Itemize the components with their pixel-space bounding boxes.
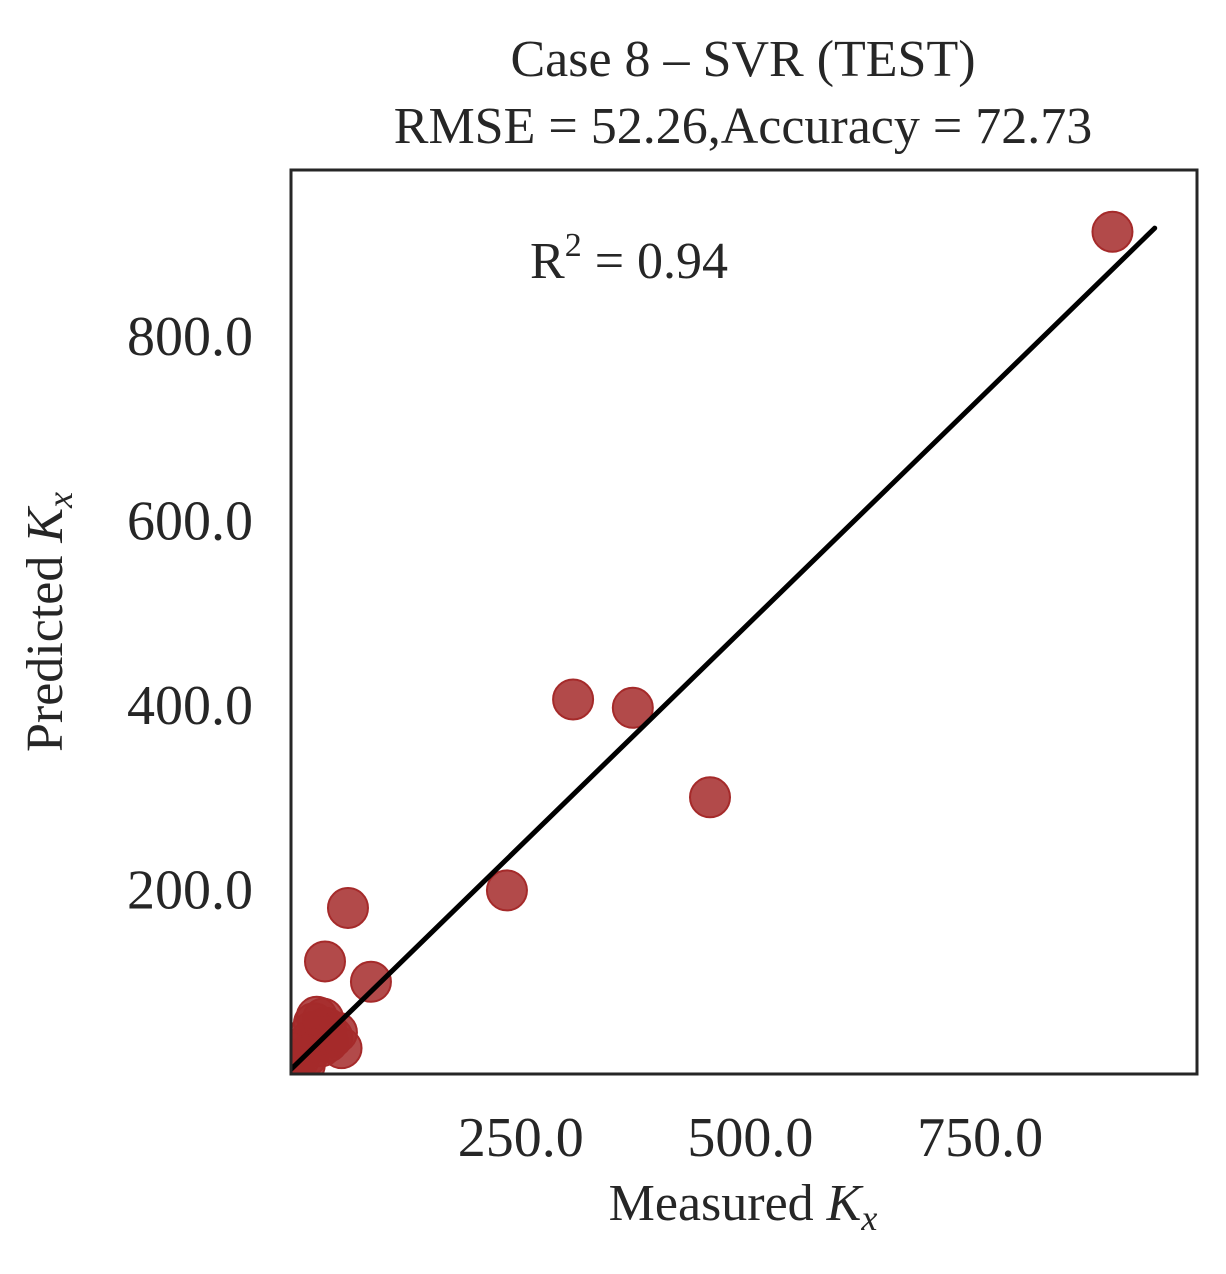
x-tick-label-2: 750.0 bbox=[917, 1107, 1043, 1169]
plot-frame bbox=[289, 168, 1199, 1076]
y-axis-label: Predicted Kx bbox=[17, 492, 80, 752]
data-point-18 bbox=[326, 886, 369, 929]
data-point-19 bbox=[349, 960, 392, 1003]
data-point-22 bbox=[611, 686, 654, 729]
data-point-21 bbox=[552, 678, 595, 721]
data-point-17 bbox=[303, 940, 346, 983]
r-squared-annotation: R2 = 0.94 bbox=[530, 227, 728, 290]
data-point-23 bbox=[689, 776, 732, 819]
fit-line bbox=[291, 225, 1158, 1072]
chart-subtitle: RMSE = 52.26,Accuracy = 72.73 bbox=[394, 98, 1092, 155]
chart-title: Case 8 – SVR (TEST) bbox=[510, 31, 975, 88]
data-point-24 bbox=[1091, 210, 1134, 253]
y-tick-label-1: 400.0 bbox=[127, 675, 253, 737]
data-point-20 bbox=[485, 869, 528, 912]
y-tick-label-2: 600.0 bbox=[127, 491, 253, 553]
x-axis-label: Measured Kx bbox=[609, 1175, 878, 1238]
x-tick-label-1: 500.0 bbox=[687, 1107, 813, 1169]
y-tick-label-3: 800.0 bbox=[127, 306, 253, 368]
y-tick-label-0: 200.0 bbox=[127, 860, 253, 922]
x-tick-label-0: 250.0 bbox=[458, 1107, 584, 1169]
